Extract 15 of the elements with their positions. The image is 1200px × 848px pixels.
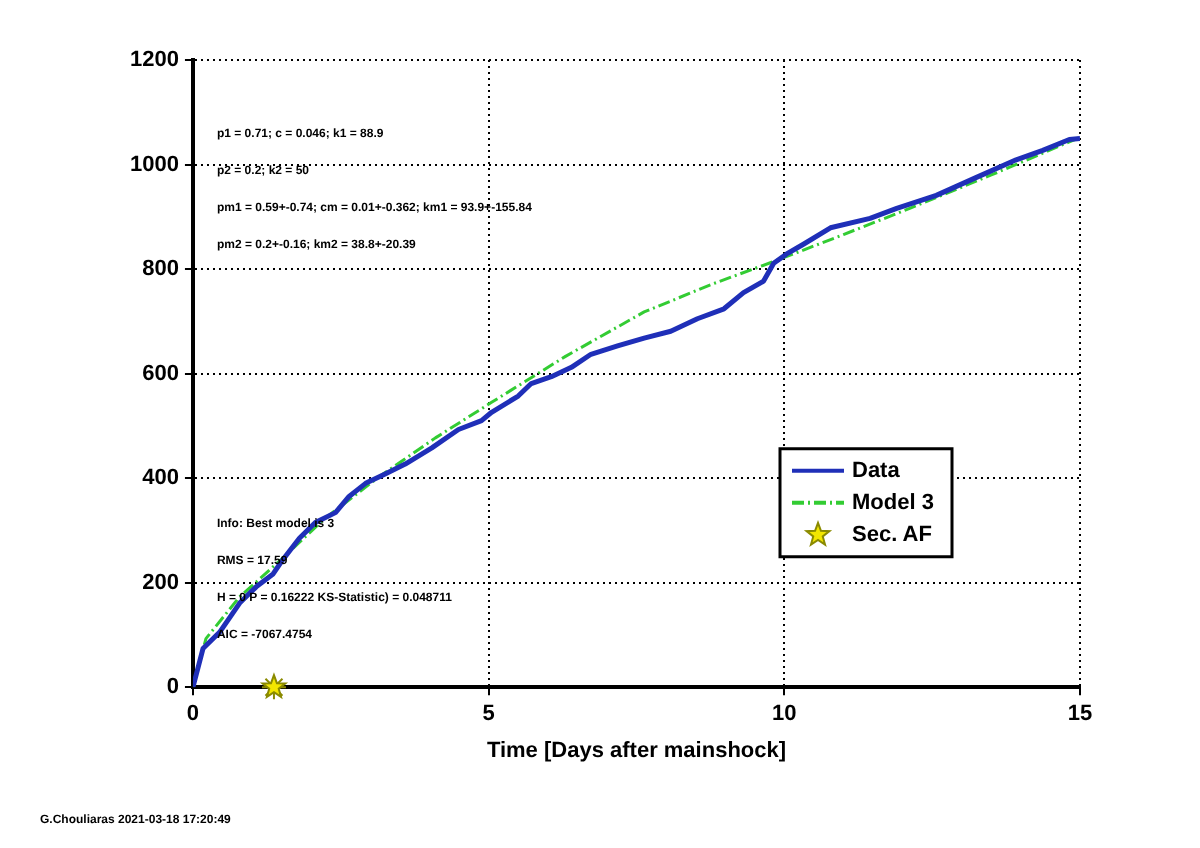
x-tick-label: 10 bbox=[772, 702, 797, 727]
y-tick-label: 400 bbox=[142, 466, 179, 491]
y-tick-label: 1200 bbox=[129, 48, 179, 73]
legend-label: Sec. AF bbox=[852, 522, 933, 547]
x-tick-label: 5 bbox=[482, 702, 495, 727]
x-tick-label: 0 bbox=[186, 702, 200, 727]
y-tick-label: 1000 bbox=[129, 152, 179, 177]
y-tick-label: 200 bbox=[142, 570, 179, 595]
legend-label: Model 3 bbox=[852, 490, 934, 515]
y-tick-label: 800 bbox=[142, 257, 179, 282]
legend-label: Data bbox=[852, 458, 902, 483]
y-tick-label: 0 bbox=[166, 675, 179, 700]
y-tick-label: 600 bbox=[142, 361, 179, 386]
x-tick-label: 15 bbox=[1067, 702, 1093, 727]
x-axis-title: Time [Days after mainshock] bbox=[486, 738, 787, 763]
